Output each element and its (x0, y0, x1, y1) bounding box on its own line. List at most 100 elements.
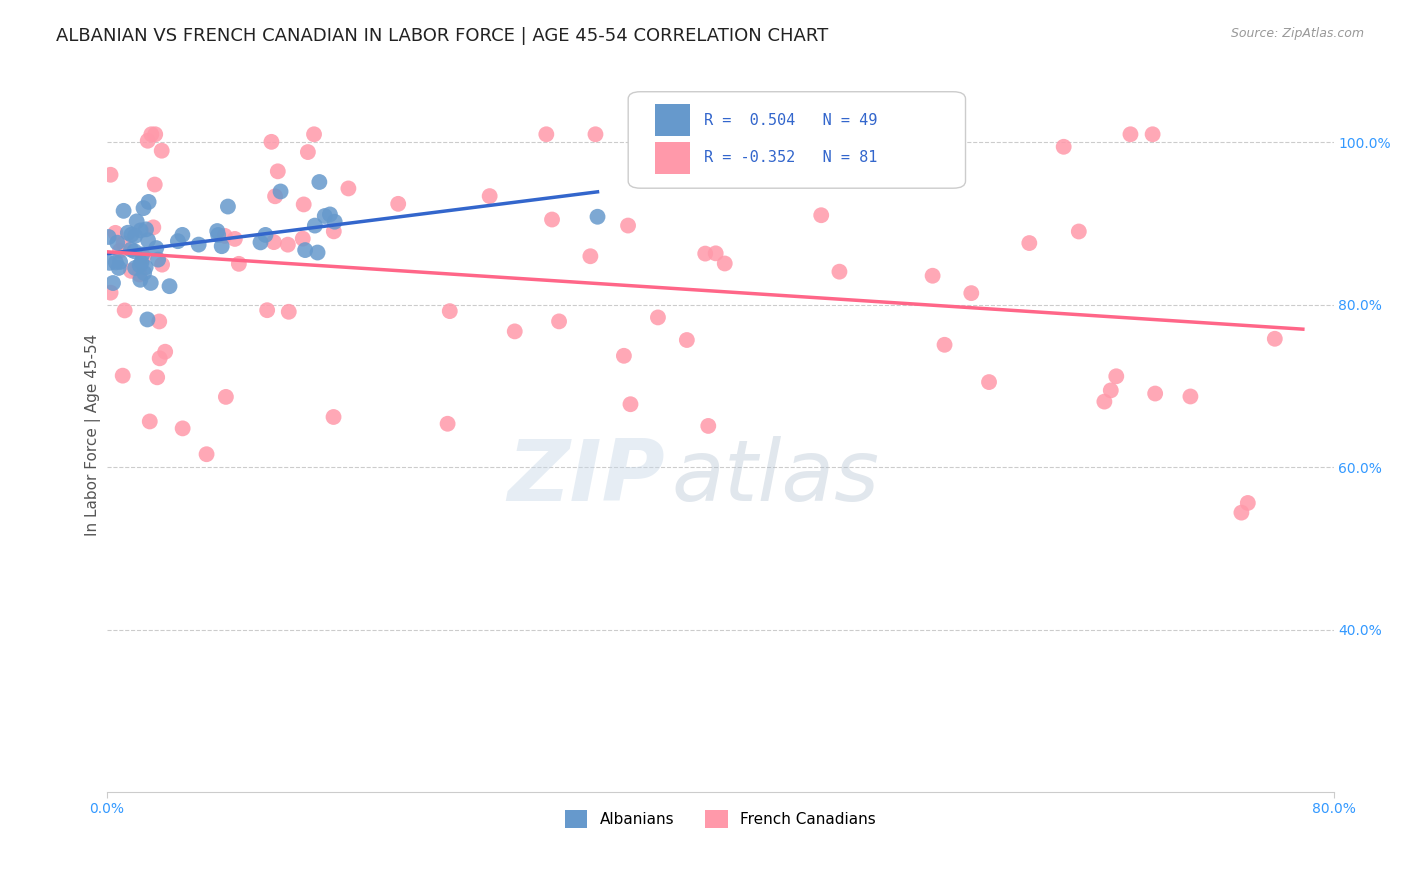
Point (195, 447, 218, 461)
Point (120, 264, 142, 278)
Point (387, 197, 409, 211)
Point (135, 260, 157, 275)
Point (224, 232, 246, 246)
Point (131, 255, 153, 269)
Point (536, 128, 558, 142)
Point (960, 286, 983, 301)
Point (307, 245, 329, 260)
Point (159, 279, 181, 293)
Point (148, 314, 170, 328)
Point (132, 201, 155, 215)
Point (114, 303, 136, 318)
Point (187, 237, 209, 252)
Point (1018, 235, 1040, 250)
Point (270, 185, 292, 199)
Point (112, 203, 135, 218)
Point (1067, 225, 1090, 239)
Point (260, 135, 283, 149)
Point (100, 285, 122, 300)
Point (828, 265, 851, 279)
Point (98, 256, 121, 270)
Point (436, 417, 458, 431)
Point (695, 246, 717, 260)
Point (172, 421, 194, 435)
Point (149, 351, 172, 366)
Point (1264, 332, 1286, 346)
Point (97, 230, 120, 244)
Point (211, 239, 233, 253)
Point (124, 228, 146, 243)
FancyBboxPatch shape (655, 103, 689, 136)
Point (1119, 128, 1142, 142)
Point (120, 243, 142, 257)
Point (713, 256, 735, 270)
Point (136, 312, 159, 326)
Point (129, 273, 152, 287)
Point (104, 255, 127, 269)
Point (136, 233, 159, 247)
Point (322, 224, 344, 238)
Point (141, 128, 163, 142)
Point (172, 227, 194, 242)
Point (108, 244, 131, 258)
Point (503, 325, 526, 339)
Point (134, 266, 156, 280)
Point (129, 223, 152, 237)
Text: ALBANIAN VS FRENCH CANADIAN IN LABOR FORCE | AGE 45-54 CORRELATION CHART: ALBANIAN VS FRENCH CANADIAN IN LABOR FOR… (56, 27, 828, 45)
Point (277, 305, 299, 319)
Point (124, 260, 146, 275)
Point (138, 194, 160, 209)
Point (107, 260, 129, 275)
Point (478, 189, 501, 203)
Point (294, 243, 316, 257)
Point (228, 257, 250, 271)
Point (128, 268, 150, 282)
Point (586, 210, 609, 224)
Point (150, 258, 173, 272)
Point (319, 207, 342, 221)
Point (145, 241, 167, 255)
Point (704, 246, 727, 260)
Point (100, 168, 122, 182)
Text: R =  0.504   N = 49: R = 0.504 N = 49 (704, 112, 877, 128)
Point (277, 237, 299, 252)
Point (264, 189, 287, 203)
Point (810, 208, 832, 222)
Y-axis label: In Labor Force | Age 45-54: In Labor Force | Age 45-54 (86, 334, 101, 536)
Point (921, 268, 943, 283)
Point (1105, 369, 1128, 384)
Point (676, 333, 699, 347)
Point (108, 255, 131, 269)
Point (112, 236, 135, 251)
Point (977, 375, 1000, 389)
FancyBboxPatch shape (628, 92, 966, 188)
Text: R = -0.352   N = 81: R = -0.352 N = 81 (704, 150, 877, 165)
Point (302, 128, 325, 142)
Point (146, 370, 169, 384)
Point (617, 219, 640, 233)
Point (128, 258, 150, 272)
Point (117, 226, 139, 240)
Point (337, 181, 360, 195)
Point (104, 226, 127, 240)
Point (1053, 140, 1076, 154)
Point (1092, 394, 1115, 409)
Point (1180, 389, 1202, 403)
Point (214, 228, 236, 243)
Point (254, 227, 277, 242)
Point (541, 212, 564, 227)
Point (322, 409, 344, 424)
Point (314, 209, 336, 223)
Point (105, 235, 128, 250)
Point (217, 200, 239, 214)
Point (120, 227, 142, 242)
Point (139, 276, 162, 290)
Point (135, 222, 157, 236)
Point (640, 165, 662, 179)
Point (139, 414, 162, 428)
Point (304, 219, 326, 233)
Point (143, 178, 166, 192)
Point (1142, 128, 1164, 142)
Point (215, 390, 238, 404)
Text: atlas: atlas (671, 436, 879, 519)
